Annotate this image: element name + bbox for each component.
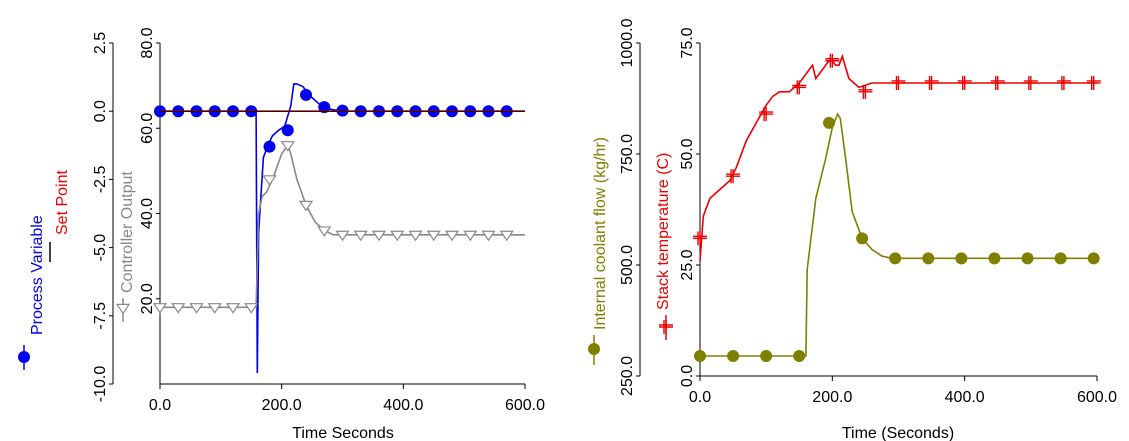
left-series-controller-output-point: [244, 303, 259, 314]
left-pv-ytick-label: -2.5: [92, 166, 109, 194]
right-series-internal-coolant-flow-kg-hr-point: [1087, 252, 1100, 265]
right-series-stack-temperature-c-point: [891, 75, 906, 90]
left-series-controller-output-point: [298, 200, 314, 212]
left-xtick-label: 200.0: [262, 397, 302, 414]
right-x-axis-label: Time (Seconds): [842, 425, 954, 441]
legend-process-variable-label: Process Variable: [29, 215, 46, 335]
left-series-controller-output-point: [444, 230, 460, 242]
right-flow-ytick-label: 750.0: [619, 134, 636, 174]
left-xtick-label: 0.0: [149, 397, 171, 414]
right-flow-ytick-label: 250.0: [619, 356, 636, 396]
right-series-internal-coolant-flow-kg-hr-point: [793, 350, 806, 363]
right-series-internal-coolant-flow-kg-hr-point: [694, 350, 706, 363]
left-series-controller-output-point: [335, 230, 350, 242]
right-series-internal-coolant-flow-kg-hr-point: [1021, 252, 1034, 265]
left-series-controller-output-point: [408, 230, 423, 242]
right-xtick-label: 200.0: [812, 389, 852, 406]
right-chart: 250.0 500.0 750.0 1000.0 0.0 25.0 50.0 75.0 0.0 2…: [588, 18, 1117, 441]
left-xtick-label: 400.0: [383, 397, 423, 414]
right-series-internal-coolant-flow-kg-hr-point: [889, 252, 902, 265]
right-flow-axis-label: Internal coolant flow (kg/hr): [592, 137, 609, 330]
right-series-stack-temperature-c-point: [1056, 75, 1071, 90]
right-temp-legend-marker: [659, 320, 673, 334]
left-series-controller-output-point: [171, 303, 186, 314]
right-flow-ytick-label: 500.0: [619, 245, 636, 285]
left-series-controller-output-point: [280, 141, 295, 152]
right-flow-legend-marker: [588, 343, 600, 355]
right-xtick-label: 400.0: [945, 389, 985, 406]
left-series-controller-output-point: [481, 230, 496, 242]
left-series-controller-output-line: [160, 143, 525, 309]
legend-controller-output-marker: [115, 303, 131, 315]
right-series-stack-temperature-c-point: [792, 80, 807, 95]
right-series-internal-coolant-flow-kg-hr-line: [700, 112, 1097, 357]
left-series-process-variable-point: [281, 124, 294, 137]
left-series-process-variable-point: [263, 140, 276, 153]
right-series-stack-temperature-c-point: [858, 84, 873, 99]
right-temp-ytick-label: 50.0: [679, 138, 696, 169]
right-temp-axis-label: Stack temperature (C): [655, 153, 672, 310]
right-temp-ytick-label: 25.0: [679, 249, 696, 280]
left-series-controller-output-point: [262, 175, 277, 186]
left-series-process-variable-point: [300, 88, 312, 101]
right-series-internal-coolant-flow-kg-hr-point: [760, 350, 773, 363]
right-temp-ytick-label: 0.0: [679, 365, 696, 387]
left-series-process-variable-line: [160, 83, 525, 374]
left-co-ytick-label: 80.0: [139, 27, 156, 58]
right-series-internal-coolant-flow-kg-hr-point: [922, 252, 935, 265]
left-series-controller-output-point: [225, 303, 241, 314]
right-series-stack-temperature-c-point: [693, 231, 707, 246]
right-xtick-label: 0.0: [689, 389, 711, 406]
left-pv-ytick-label: 0.0: [92, 100, 109, 122]
left-series-controller-output-point: [152, 303, 168, 314]
left-series-controller-output-point: [317, 226, 332, 238]
left-pv-ytick-label: 2.5: [92, 32, 109, 54]
left-series-controller-output-point: [390, 230, 405, 242]
left-series-controller-output-point: [189, 303, 204, 314]
right-temp-ytick-label: 75.0: [679, 27, 696, 58]
legend-process-variable-marker: [18, 351, 30, 363]
right-series-stack-temperature-c-point: [825, 53, 840, 68]
right-xtick-label: 600.0: [1077, 389, 1117, 406]
left-series-controller-output-point: [207, 303, 222, 314]
left-series-controller-output-point: [463, 230, 478, 242]
left-co-ytick-label: 60.0: [139, 113, 156, 144]
left-chart: -10.0 -7.5 -5.0 -2.5 0.0 2.5 20.0 40.0 60.0 80.0 0…: [18, 27, 545, 441]
left-series-process-variable-point: [318, 101, 331, 114]
left-co-ytick-label: 20.0: [139, 283, 156, 314]
right-series-internal-coolant-flow-kg-hr-point: [1054, 252, 1067, 265]
left-x-axis-label: Time Seconds: [292, 425, 394, 441]
right-series-stack-temperature-c-point: [990, 75, 1005, 90]
right-series-stack-temperature-c-point: [726, 169, 741, 184]
right-series-stack-temperature-c-point: [759, 107, 774, 122]
left-series-controller-output-point: [353, 230, 368, 242]
left-xtick-label: 600.0: [505, 397, 545, 414]
right-series-internal-coolant-flow-kg-hr-point: [727, 350, 740, 363]
right-series-stack-temperature-c-point: [1023, 75, 1038, 90]
left-series-controller-output-point: [371, 230, 387, 242]
right-series-internal-coolant-flow-kg-hr-point: [823, 116, 836, 129]
right-flow-ytick-label: 1000.0: [619, 18, 636, 67]
left-legend: Process Variable Set Point Controller Ou…: [18, 170, 136, 370]
legend-set-point-label: Set Point: [54, 170, 71, 235]
right-series-stack-temperature-c-point: [1086, 75, 1101, 90]
left-pv-ytick-label: -5.0: [92, 234, 109, 262]
right-series-internal-coolant-flow-kg-hr-point: [955, 252, 968, 265]
left-series-controller-output-point: [499, 230, 514, 242]
right-series-stack-temperature-c-point: [957, 75, 972, 90]
left-pv-ytick-label: -7.5: [92, 302, 109, 330]
left-series-controller-output-point: [426, 230, 441, 242]
right-series-internal-coolant-flow-kg-hr-point: [856, 232, 869, 245]
right-series-internal-coolant-flow-kg-hr-point: [988, 252, 1001, 265]
right-series-stack-temperature-c-point: [924, 75, 939, 90]
left-pv-ytick-label: -10.0: [92, 366, 109, 403]
left-co-ytick-label: 40.0: [139, 198, 156, 229]
legend-controller-output-label: Controller Output: [119, 171, 136, 293]
